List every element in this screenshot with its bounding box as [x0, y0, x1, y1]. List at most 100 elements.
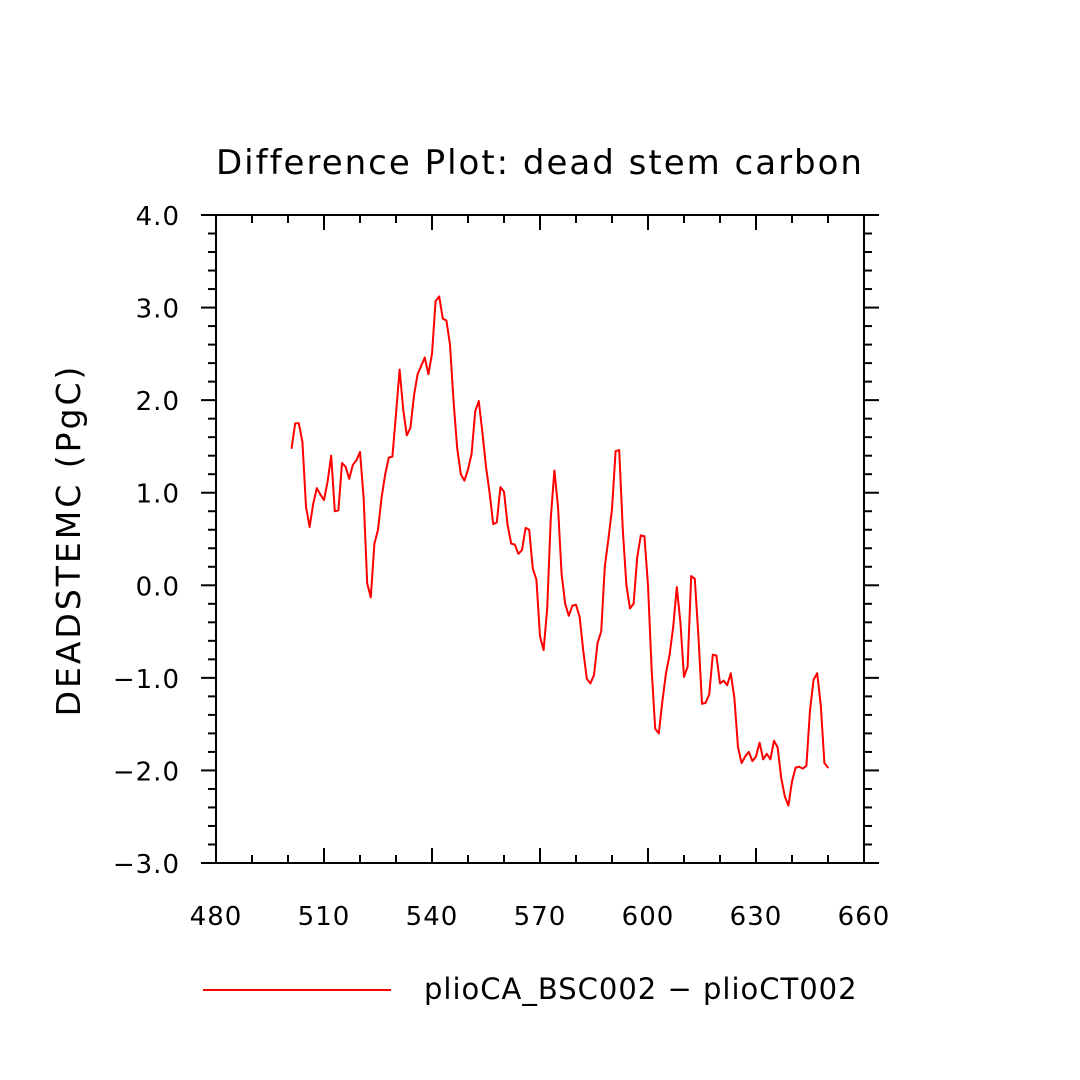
data-point	[366, 582, 369, 585]
data-point	[593, 674, 595, 676]
data-point	[535, 578, 538, 581]
data-point	[722, 679, 725, 682]
data-point	[812, 678, 815, 681]
data-point	[557, 505, 559, 508]
data-point	[424, 356, 426, 359]
plot-frame	[215, 214, 865, 864]
data-point	[384, 473, 387, 476]
data-point	[434, 300, 437, 302]
data-point	[740, 762, 743, 764]
data-point	[632, 603, 635, 605]
x-tick-label: 480	[190, 902, 243, 932]
data-point	[737, 746, 739, 749]
data-point	[470, 453, 473, 455]
legend: plioCA_BSC002 − plioCT002	[203, 972, 857, 1006]
data-point	[532, 567, 534, 570]
y-tick-label: 3.0	[136, 295, 180, 325]
data-point	[622, 528, 624, 531]
data-point	[607, 538, 610, 540]
plot-area: 480 510 540 570 600 630 660 −3.0 −2.0 −1.0 0.0 1.0…	[113, 202, 890, 932]
data-point	[298, 422, 300, 425]
data-point	[402, 408, 405, 411]
data-point	[330, 454, 333, 457]
data-point	[776, 746, 779, 749]
data-point	[409, 427, 412, 429]
data-point	[355, 459, 358, 462]
data-point	[618, 449, 620, 451]
data-point	[294, 422, 297, 425]
y-tick-label: 2.0	[136, 387, 180, 417]
data-point	[719, 682, 721, 685]
data-point	[546, 607, 548, 610]
data-point	[784, 795, 786, 798]
data-point	[762, 758, 764, 761]
data-point	[492, 523, 495, 525]
data-point	[420, 365, 423, 367]
data-point	[672, 626, 674, 628]
data-point	[733, 697, 736, 700]
y-tick-label: −3.0	[113, 850, 180, 880]
data-point	[805, 765, 808, 767]
data-point	[344, 465, 347, 468]
x-tick-labels: 480 510 540 570 600 630 660	[190, 902, 890, 932]
y-tick-label: 4.0	[136, 202, 180, 232]
data-point	[312, 503, 315, 505]
data-point	[658, 732, 660, 735]
data-point	[406, 434, 408, 437]
data-point	[773, 740, 775, 742]
data-point	[697, 635, 700, 637]
data-point	[456, 447, 459, 450]
data-point	[708, 693, 710, 696]
y-tick-label: −1.0	[113, 665, 180, 695]
data-point	[391, 455, 394, 458]
data-point	[823, 762, 826, 764]
data-point	[488, 491, 491, 494]
data-point	[528, 528, 530, 531]
data-point	[463, 479, 466, 482]
data-point	[751, 760, 754, 762]
data-point	[802, 767, 804, 770]
data-point	[668, 653, 671, 656]
data-point	[467, 468, 469, 471]
data-point	[474, 410, 477, 413]
data-point	[499, 486, 502, 488]
data-point	[445, 319, 448, 322]
y-tick-label: 1.0	[136, 480, 180, 510]
data-point	[449, 343, 451, 346]
data-point	[348, 478, 351, 480]
data-point	[359, 451, 361, 453]
y-tick-label: 0.0	[136, 572, 180, 602]
data-point	[690, 575, 692, 577]
data-point	[323, 499, 325, 501]
data-point	[712, 653, 714, 656]
data-point	[820, 704, 822, 707]
data-point	[452, 401, 455, 403]
data-point	[701, 702, 703, 705]
data-point	[640, 534, 642, 537]
data-point	[683, 676, 685, 678]
data-point	[521, 549, 523, 551]
data-point	[431, 353, 433, 355]
y-tick-label: −2.0	[113, 757, 180, 787]
y-tick-labels: −3.0 −2.0 −1.0 0.0 1.0 2.0 3.0 4.0	[113, 202, 180, 880]
data-point	[442, 317, 444, 320]
data-point	[643, 535, 646, 538]
data-point	[625, 584, 628, 587]
data-point	[769, 758, 772, 761]
data-point	[798, 765, 800, 768]
data-point	[636, 556, 638, 559]
data-point	[694, 578, 696, 580]
data-point	[589, 682, 592, 685]
data-point	[596, 641, 599, 644]
data-point	[575, 603, 577, 606]
data-point	[416, 373, 419, 376]
x-tick-label: 630	[730, 902, 783, 932]
data-point	[308, 526, 311, 528]
data-point	[560, 573, 563, 575]
data-point	[478, 400, 480, 402]
data-point	[582, 649, 584, 651]
data-point	[377, 528, 379, 531]
data-point	[730, 672, 732, 675]
data-point	[654, 727, 656, 730]
data-point	[301, 441, 304, 443]
